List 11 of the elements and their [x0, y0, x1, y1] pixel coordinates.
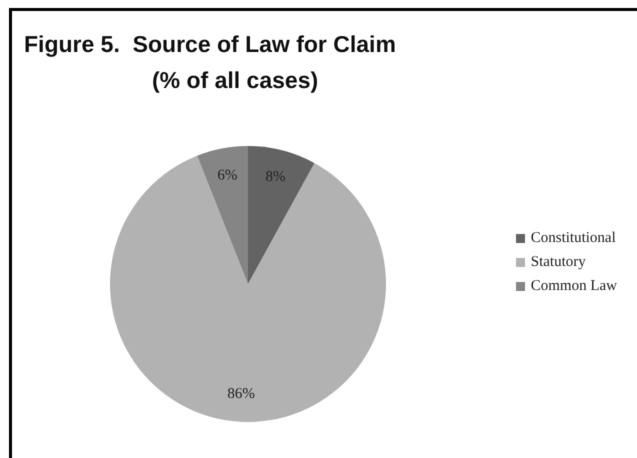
legend-label: Constitutional: [530, 229, 616, 248]
data-label: 8%: [265, 169, 286, 186]
data-label: 86%: [227, 386, 255, 402]
pie-slice: [110, 156, 386, 422]
legend-label: Common Law: [530, 277, 617, 296]
chart-subtitle: (% of all cases): [151, 66, 320, 95]
pie-slice: [248, 146, 314, 284]
data-label: 6%: [217, 168, 238, 184]
pie-slice: [197, 146, 248, 284]
legend-label: Statutory: [530, 253, 586, 272]
chart-title: Figure 5. Source of Law for Claim: [24, 30, 396, 59]
